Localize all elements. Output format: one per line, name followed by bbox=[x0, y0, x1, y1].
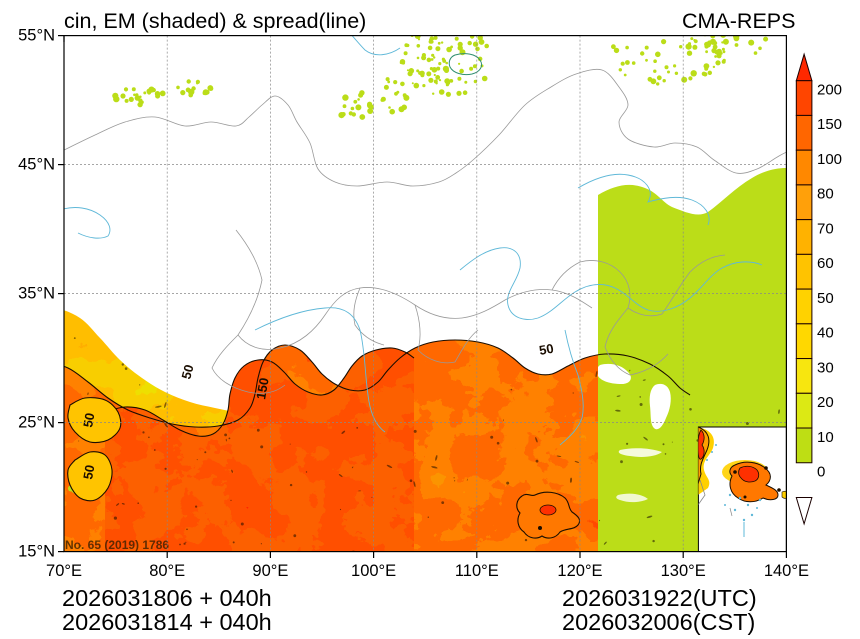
svg-text:50: 50 bbox=[80, 412, 97, 429]
svg-text:50: 50 bbox=[538, 341, 555, 358]
svg-text:No. 65 (2019) 1786: No. 65 (2019) 1786 bbox=[65, 538, 169, 552]
svg-text:CMA-REPS: CMA-REPS bbox=[682, 9, 795, 33]
svg-text:55°N: 55°N bbox=[18, 27, 55, 45]
svg-text:2026031814 + 040h: 2026031814 + 040h bbox=[62, 609, 272, 635]
svg-text:200: 200 bbox=[817, 82, 842, 99]
svg-text:140°E: 140°E bbox=[764, 562, 809, 580]
svg-text:80°E: 80°E bbox=[149, 562, 185, 580]
svg-text:120°E: 120°E bbox=[557, 562, 602, 580]
svg-text:100°E: 100°E bbox=[351, 562, 396, 580]
svg-text:0: 0 bbox=[817, 464, 825, 481]
svg-text:70: 70 bbox=[817, 220, 834, 237]
svg-text:80: 80 bbox=[817, 186, 834, 203]
svg-text:10: 10 bbox=[817, 429, 834, 446]
svg-text:30: 30 bbox=[817, 359, 834, 376]
svg-text:50: 50 bbox=[80, 464, 97, 481]
svg-text:110°E: 110°E bbox=[455, 562, 499, 580]
svg-text:90°E: 90°E bbox=[252, 562, 288, 580]
svg-text:40: 40 bbox=[817, 325, 834, 342]
svg-text:150: 150 bbox=[817, 116, 842, 133]
svg-text:20: 20 bbox=[817, 394, 834, 411]
svg-text:2026032006(CST): 2026032006(CST) bbox=[562, 609, 755, 635]
svg-text:cin, EM (shaded) & spread(line: cin, EM (shaded) & spread(line) bbox=[64, 9, 366, 33]
svg-text:2026031922(UTC): 2026031922(UTC) bbox=[562, 585, 757, 611]
svg-text:45°N: 45°N bbox=[18, 156, 55, 174]
svg-text:100: 100 bbox=[817, 151, 842, 168]
svg-text:60: 60 bbox=[817, 255, 834, 272]
svg-text:2026031806 + 040h: 2026031806 + 040h bbox=[62, 585, 272, 611]
svg-text:70°E: 70°E bbox=[46, 562, 82, 580]
svg-text:130°E: 130°E bbox=[661, 562, 706, 580]
svg-text:35°N: 35°N bbox=[18, 285, 55, 303]
svg-text:15°N: 15°N bbox=[18, 543, 55, 561]
svg-text:25°N: 25°N bbox=[18, 414, 55, 432]
svg-text:50: 50 bbox=[817, 290, 834, 307]
